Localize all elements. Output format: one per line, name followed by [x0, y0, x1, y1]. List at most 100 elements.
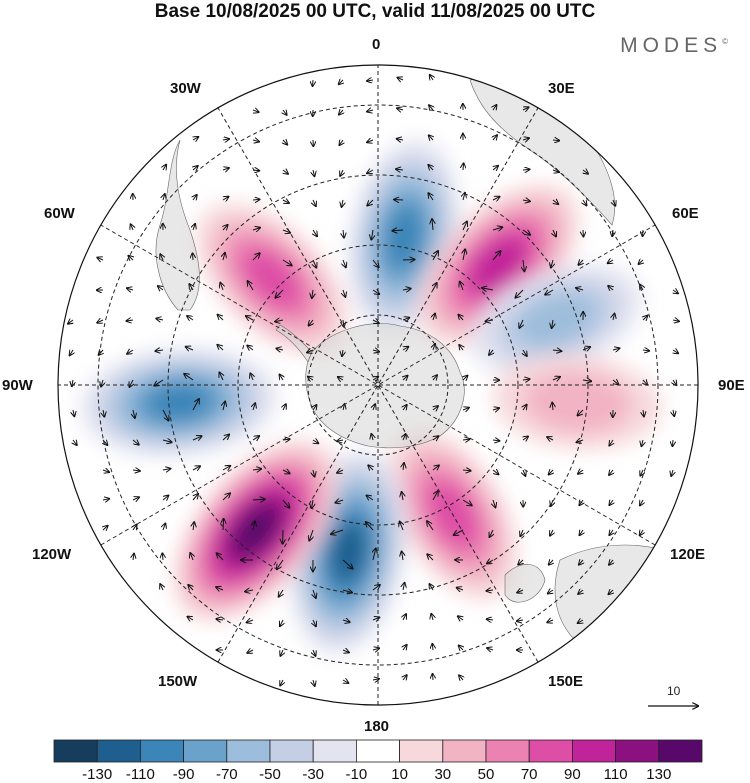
wind-vector — [583, 200, 586, 205]
wind-vector — [222, 493, 230, 501]
wind-vector — [160, 254, 163, 261]
colorbar-swatch — [53, 739, 98, 763]
wind-vector — [342, 620, 350, 622]
wind-vector — [102, 499, 109, 500]
wind-vector — [523, 437, 528, 440]
wind-vector — [313, 259, 316, 268]
wind-vector — [163, 524, 165, 531]
wind-vector — [283, 140, 287, 145]
wind-vector — [459, 675, 463, 680]
wind-vector — [552, 170, 559, 172]
wind-vector — [275, 289, 284, 298]
wind-vector — [578, 590, 583, 594]
colorbar-tick-label: -70 — [215, 766, 238, 783]
wind-vector — [402, 318, 409, 320]
colorbar-tick-label: 10 — [391, 766, 408, 783]
wind-vector — [430, 75, 433, 80]
wind-vector — [459, 345, 463, 350]
wind-vector — [313, 405, 316, 410]
wind-vector — [133, 409, 135, 418]
wind-vector — [252, 436, 259, 440]
wind-vector — [553, 200, 558, 204]
colorbar-tick-label: -10 — [345, 766, 368, 783]
colorbar-tick-label: 110 — [603, 766, 628, 783]
wind-vector — [222, 466, 230, 470]
wind-vector — [493, 470, 498, 474]
wind-vector — [70, 350, 73, 355]
wind-vector — [163, 165, 166, 170]
wind-vector — [402, 492, 403, 501]
wind-vector — [313, 679, 315, 686]
wind-vector — [339, 110, 343, 115]
lon-label-180: 180 — [364, 718, 390, 735]
wind-vector — [608, 260, 613, 263]
wind-vector — [217, 553, 224, 561]
wind-vector — [489, 350, 493, 355]
wind-vector — [458, 616, 463, 620]
wind-vector — [396, 169, 404, 170]
wind-vector — [609, 530, 613, 535]
wind-vector — [545, 290, 554, 295]
wind-vector — [193, 224, 195, 231]
wind-vector — [578, 620, 583, 623]
wind-vector — [343, 289, 345, 297]
wind-vector — [342, 590, 352, 593]
lon-label-150e: 150E — [548, 673, 584, 690]
wind-vector — [522, 230, 530, 235]
wind-vector — [429, 584, 433, 591]
wind-vector — [222, 435, 229, 441]
wind-vector — [522, 138, 529, 140]
wind-vector — [547, 437, 554, 440]
wind-vector — [247, 620, 254, 622]
wind-vectors — [68, 75, 679, 686]
wind-vector — [552, 350, 561, 351]
wind-vector — [433, 406, 438, 410]
wind-vector — [158, 286, 163, 290]
wind-vector — [520, 529, 523, 536]
colorbar-tick-label: -50 — [259, 766, 281, 783]
wind-vector — [403, 376, 408, 380]
wind-vector — [552, 140, 559, 141]
lon-label-120e: 120E — [670, 546, 706, 563]
wind-vector — [282, 470, 290, 473]
wind-vector — [403, 405, 407, 410]
wind-vector — [245, 590, 254, 592]
colorbar-tick-label: -90 — [172, 766, 195, 783]
wind-vector — [522, 169, 529, 170]
wind-vector — [582, 380, 591, 381]
wind-vector — [463, 163, 464, 171]
wind-vector — [493, 166, 498, 170]
reference-vector-label: 10 — [667, 684, 681, 698]
wind-vector — [583, 170, 588, 174]
wind-vector — [609, 470, 613, 475]
colorbar-tick-label: 70 — [520, 766, 538, 783]
wind-vector — [548, 590, 553, 593]
wind-vector — [280, 680, 283, 685]
wind-vector — [283, 170, 288, 174]
wind-vector — [189, 284, 193, 291]
wind-vector — [427, 521, 434, 531]
wind-vector — [219, 373, 223, 381]
wind-vector — [280, 375, 283, 380]
wind-vector — [309, 529, 313, 540]
colorbar-swatch — [269, 739, 314, 763]
wind-vector — [582, 347, 590, 350]
wind-vector — [432, 644, 433, 651]
wind-vector — [193, 195, 197, 200]
wind-vector — [312, 289, 313, 298]
wind-vector — [103, 440, 107, 445]
wind-vector — [523, 469, 525, 476]
wind-vector — [492, 197, 500, 200]
wind-vector — [454, 529, 464, 535]
wind-vector — [247, 650, 254, 653]
wind-vector — [552, 403, 553, 411]
wind-vector — [129, 379, 133, 387]
wind-vector — [193, 166, 198, 170]
wind-vector — [313, 469, 315, 477]
wind-vector — [397, 108, 404, 110]
wind-vector — [277, 559, 284, 569]
colorbar-swatch — [528, 739, 573, 763]
wind-vector — [343, 259, 346, 267]
wind-vector — [673, 290, 678, 293]
map-disk — [58, 65, 698, 705]
